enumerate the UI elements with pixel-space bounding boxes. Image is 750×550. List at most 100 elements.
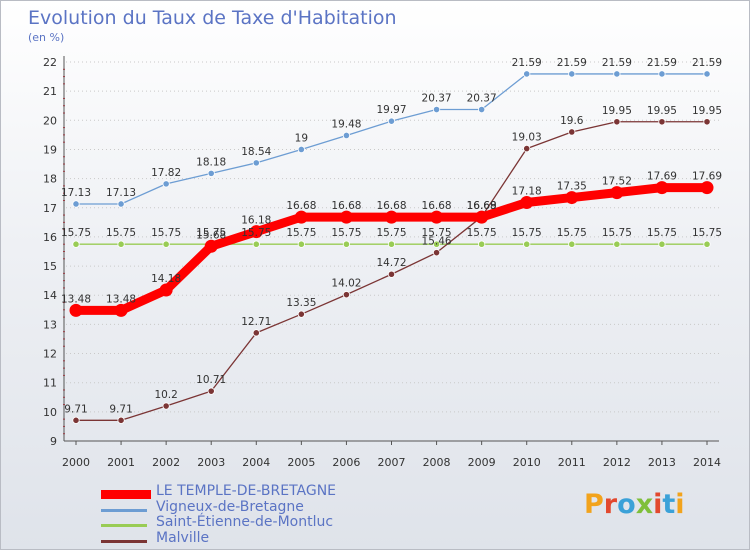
y-tick-label: 11	[43, 377, 57, 390]
proxiti-logo: Proxiti	[584, 489, 685, 520]
data-point	[297, 310, 305, 318]
data-label: 19.95	[647, 105, 677, 117]
data-label: 16.68	[422, 200, 452, 212]
data-label: 19.6	[560, 115, 584, 127]
data-point	[523, 240, 531, 248]
data-label: 17.69	[692, 171, 722, 183]
data-label: 20.37	[422, 93, 452, 105]
data-point	[72, 240, 80, 248]
data-point	[252, 329, 260, 337]
y-tick-label: 12	[43, 348, 57, 361]
data-label: 20.37	[467, 93, 497, 105]
data-label: 17.69	[647, 171, 677, 183]
logo-letter: i	[653, 489, 663, 520]
data-point	[478, 105, 486, 114]
x-tick-label: 2014	[693, 456, 721, 469]
data-point	[72, 200, 80, 208]
y-tick-label: 17	[43, 202, 57, 215]
data-point	[159, 283, 173, 297]
data-label: 15.75	[61, 227, 91, 239]
y-tick-label: 19	[43, 143, 57, 156]
data-point	[658, 70, 666, 78]
data-point	[568, 128, 576, 136]
logo-letter: i	[675, 489, 685, 520]
data-label: 15.68	[196, 229, 226, 241]
data-point	[162, 180, 170, 188]
data-label: 15.75	[422, 227, 452, 239]
data-point	[387, 240, 396, 248]
data-label: 15.75	[196, 227, 226, 239]
x-tick-label: 2003	[197, 456, 225, 469]
data-point	[297, 145, 305, 154]
logo-letter: t	[662, 489, 676, 520]
axes: 9 10 11 12 13 14 15 16 17 18 19 20 21 22 2000 2001 2002 2…	[43, 56, 721, 469]
data-label: 17.82	[151, 167, 181, 179]
data-point	[523, 144, 531, 153]
data-label: 18.54	[241, 146, 271, 158]
logo-letter: o	[617, 489, 636, 520]
series-lines	[69, 70, 714, 424]
data-point	[475, 210, 489, 224]
data-point	[610, 186, 624, 200]
logo-letter: r	[603, 489, 618, 520]
x-tick-label: 2001	[107, 456, 135, 469]
y-tick-label: 9	[50, 435, 57, 448]
data-label: 15.46	[422, 236, 452, 248]
y-tick-label: 16	[43, 231, 57, 244]
data-labels: 13.48 13.48 14.18 15.68 16.18 16.68 16.68 16.68…	[61, 57, 722, 415]
x-tick-label: 2011	[558, 456, 586, 469]
data-point	[703, 118, 711, 126]
data-label: 10.71	[196, 374, 226, 386]
y-tick-label: 10	[43, 406, 57, 419]
chart-subtitle: (en %)	[28, 31, 65, 44]
data-point	[613, 118, 621, 126]
y-tick-label: 21	[43, 85, 57, 98]
x-tick-label: 2006	[332, 456, 360, 469]
data-point	[430, 210, 444, 224]
data-label: 15.75	[331, 227, 361, 239]
data-label: 16.68	[467, 200, 497, 212]
data-point	[204, 239, 218, 253]
y-tick-label: 13	[43, 318, 57, 331]
grid-lines	[66, 61, 719, 442]
data-label: 21.59	[647, 57, 677, 69]
data-label: 19	[295, 132, 308, 144]
data-point	[387, 270, 396, 278]
legend-label: Malville	[156, 529, 210, 546]
data-label: 14.72	[376, 257, 406, 269]
data-label: 15.75	[106, 227, 136, 239]
data-label: 19.48	[331, 118, 361, 130]
data-label: 16.69	[467, 200, 497, 212]
data-point	[568, 240, 576, 248]
data-label: 15.75	[467, 227, 497, 239]
data-label: 9.71	[64, 403, 87, 415]
legend-swatch	[101, 539, 147, 543]
legend-swatch	[101, 490, 151, 499]
y-tick-label: 18	[43, 173, 57, 186]
data-label: 19.97	[376, 104, 406, 116]
data-point	[252, 159, 260, 167]
x-tick-label: 2000	[62, 456, 90, 469]
data-point	[613, 70, 621, 78]
data-label: 16.68	[376, 200, 406, 212]
data-point	[703, 70, 711, 78]
x-tick-label: 2002	[152, 456, 180, 469]
data-label: 14.18	[151, 273, 181, 285]
data-label: 21.59	[602, 57, 632, 69]
data-point	[339, 210, 353, 224]
data-point	[294, 210, 308, 224]
data-point	[432, 240, 441, 248]
data-label: 17.13	[106, 187, 136, 199]
data-label: 13.48	[106, 293, 136, 305]
data-label: 21.59	[557, 57, 587, 69]
data-point	[72, 416, 80, 424]
legend-label: Vigneux-de-Bretagne	[156, 498, 304, 515]
x-tick-label: 2008	[423, 456, 451, 469]
x-tick-label: 2007	[378, 456, 406, 469]
data-point	[117, 200, 125, 208]
data-label: 18.18	[196, 156, 226, 168]
data-point	[162, 402, 170, 410]
logo-letter: x	[635, 489, 654, 520]
